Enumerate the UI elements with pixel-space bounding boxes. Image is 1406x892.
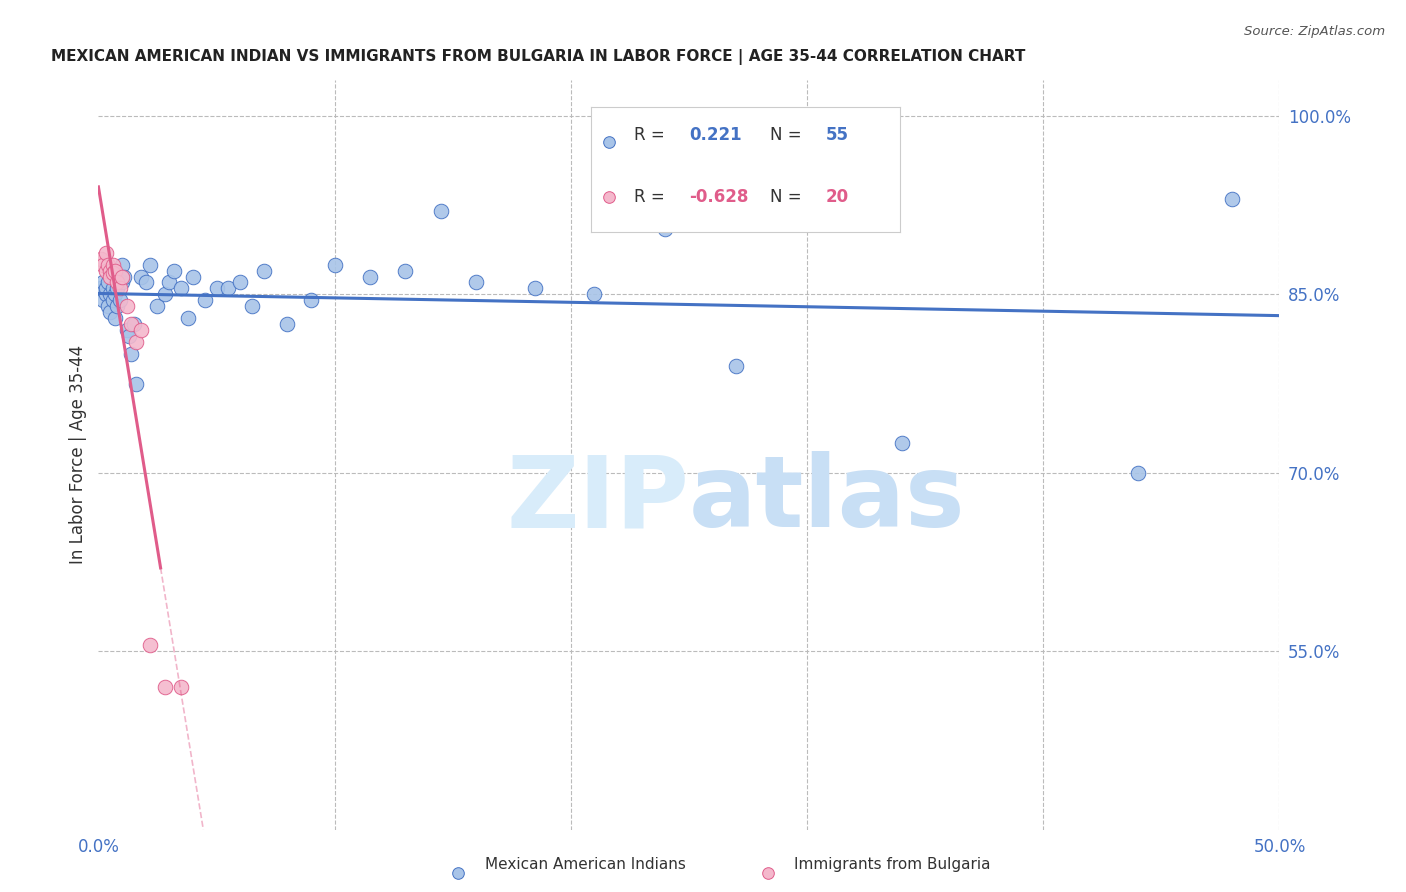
Text: ZIP: ZIP <box>506 451 689 549</box>
Text: 0.221: 0.221 <box>689 126 742 144</box>
Text: 55: 55 <box>825 126 849 144</box>
Point <box>465 276 488 290</box>
Point <box>104 311 127 326</box>
Text: R =: R = <box>634 126 665 144</box>
Text: Source: ZipAtlas.com: Source: ZipAtlas.com <box>1244 25 1385 38</box>
Point <box>101 281 124 295</box>
Point <box>524 281 547 295</box>
Point <box>430 204 453 219</box>
Point <box>129 323 152 337</box>
Point <box>91 293 114 308</box>
Point <box>163 263 186 277</box>
Point <box>253 263 276 277</box>
Text: -0.628: -0.628 <box>689 188 749 206</box>
Point <box>90 252 112 266</box>
Point <box>217 281 239 295</box>
Point <box>97 258 120 272</box>
Point <box>105 281 128 295</box>
Point <box>122 317 145 331</box>
Point <box>394 263 416 277</box>
Point <box>98 269 121 284</box>
Point <box>94 245 117 260</box>
Point <box>112 269 135 284</box>
Point <box>170 680 193 694</box>
Point <box>1126 466 1149 480</box>
Point <box>108 293 131 308</box>
Point <box>598 135 620 149</box>
Point <box>101 266 124 280</box>
Point <box>125 334 148 349</box>
Point <box>139 638 162 652</box>
Text: Immigrants from Bulgaria: Immigrants from Bulgaria <box>794 857 991 872</box>
Point <box>598 190 620 204</box>
Point <box>205 281 228 295</box>
Point <box>94 281 117 295</box>
Point <box>153 287 176 301</box>
Point <box>105 299 128 313</box>
Point <box>796 198 818 212</box>
Point <box>129 269 152 284</box>
Point <box>359 269 381 284</box>
Point <box>121 317 143 331</box>
Point <box>146 299 169 313</box>
Text: N =: N = <box>770 126 801 144</box>
Point <box>654 222 676 236</box>
Point <box>111 258 134 272</box>
Point <box>323 258 346 272</box>
Point <box>101 258 124 272</box>
Point <box>583 287 606 301</box>
Point <box>111 269 134 284</box>
Point <box>181 269 204 284</box>
Point <box>111 276 134 290</box>
Point <box>108 281 131 295</box>
Point <box>1220 192 1243 206</box>
Point <box>91 258 114 272</box>
Point <box>118 329 141 343</box>
Point <box>170 281 193 295</box>
Point <box>104 287 127 301</box>
Point <box>98 263 121 277</box>
Point <box>94 263 117 277</box>
Point <box>276 317 298 331</box>
Point <box>121 347 143 361</box>
Point <box>91 276 114 290</box>
Point <box>890 436 912 450</box>
Point <box>97 276 120 290</box>
Point <box>105 276 128 290</box>
Point <box>97 299 120 313</box>
Point <box>90 281 112 295</box>
Text: Mexican American Indians: Mexican American Indians <box>485 857 686 872</box>
Point <box>125 376 148 391</box>
Point <box>153 680 176 694</box>
Text: MEXICAN AMERICAN INDIAN VS IMMIGRANTS FROM BULGARIA IN LABOR FORCE | AGE 35-44 C: MEXICAN AMERICAN INDIAN VS IMMIGRANTS FR… <box>51 49 1025 65</box>
Text: atlas: atlas <box>689 451 966 549</box>
Point <box>135 276 157 290</box>
Text: N =: N = <box>770 188 801 206</box>
Point <box>725 359 748 373</box>
Point <box>104 263 127 277</box>
Text: R =: R = <box>634 188 665 206</box>
Point <box>115 299 138 313</box>
Point <box>194 293 217 308</box>
Y-axis label: In Labor Force | Age 35-44: In Labor Force | Age 35-44 <box>69 345 87 565</box>
Point <box>299 293 322 308</box>
Text: 20: 20 <box>825 188 849 206</box>
Point <box>240 299 263 313</box>
Point <box>139 258 162 272</box>
Point <box>98 287 121 301</box>
Point <box>115 323 138 337</box>
Point <box>94 287 117 301</box>
Point <box>157 276 180 290</box>
Point <box>447 866 470 880</box>
Point <box>229 276 252 290</box>
Point <box>756 866 779 880</box>
Point <box>177 311 200 326</box>
Point <box>101 293 124 308</box>
Point <box>98 305 121 319</box>
